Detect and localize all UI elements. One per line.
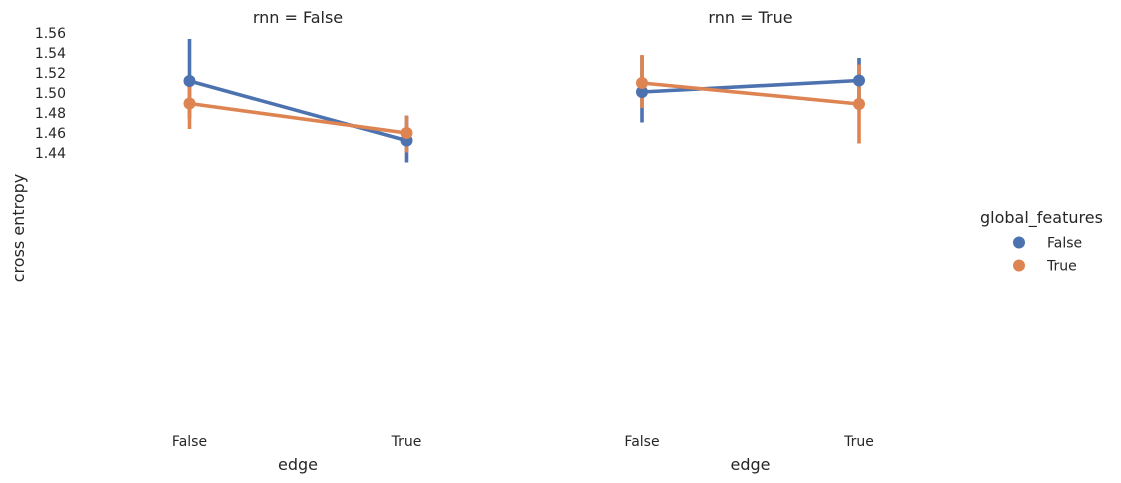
y-tick-label: 1.56 [35,26,66,42]
legend-swatch [1013,259,1025,272]
data-point-true [853,98,865,110]
y-tick-label: 1.54 [35,46,66,62]
x-axis-label: edge [278,455,318,474]
panel-title: rnn = True [708,8,792,27]
series-line-false [641,78,860,94]
series-line-true [189,101,407,135]
panel-rnn-false: rnn = False False True edge [172,8,421,474]
series-line-false [189,79,407,143]
legend-label: False [1047,236,1082,252]
legend-label: True [1046,259,1077,275]
legend-entry-true: True [1013,259,1077,275]
legend-title: global_features [980,208,1103,228]
legend-swatch [1013,236,1025,249]
panel-marks [183,39,413,163]
y-tick-label: 1.46 [35,126,66,142]
data-point-false [183,75,196,87]
x-axis-label: edge [731,455,771,474]
x-tick-label: True [843,434,874,450]
y-tick-label: 1.48 [35,106,66,122]
x-tick-label: False [172,434,207,450]
x-tick-label: True [391,434,422,450]
x-tick-label: False [624,434,659,450]
legend-entry-false: False [1013,236,1082,252]
panel-rnn-true: rnn = True False True edge [624,8,873,474]
data-point-true [400,127,413,139]
data-point-false [636,86,648,98]
y-tick-label: 1.50 [35,86,66,102]
series-line-true [641,81,860,106]
data-point-false [853,74,865,87]
legend: global_features False True [980,208,1103,275]
data-point-true [183,97,196,110]
data-point-true [636,77,648,89]
y-tick-label: 1.52 [35,66,66,82]
panel-marks [636,55,865,144]
panel-title: rnn = False [253,8,343,27]
y-axis: cross entropy 1.44 1.46 1.48 1.50 1.52 1.54 1.… [9,26,66,282]
y-tick-label: 1.44 [35,146,66,162]
y-axis-label: cross entropy [9,174,28,282]
